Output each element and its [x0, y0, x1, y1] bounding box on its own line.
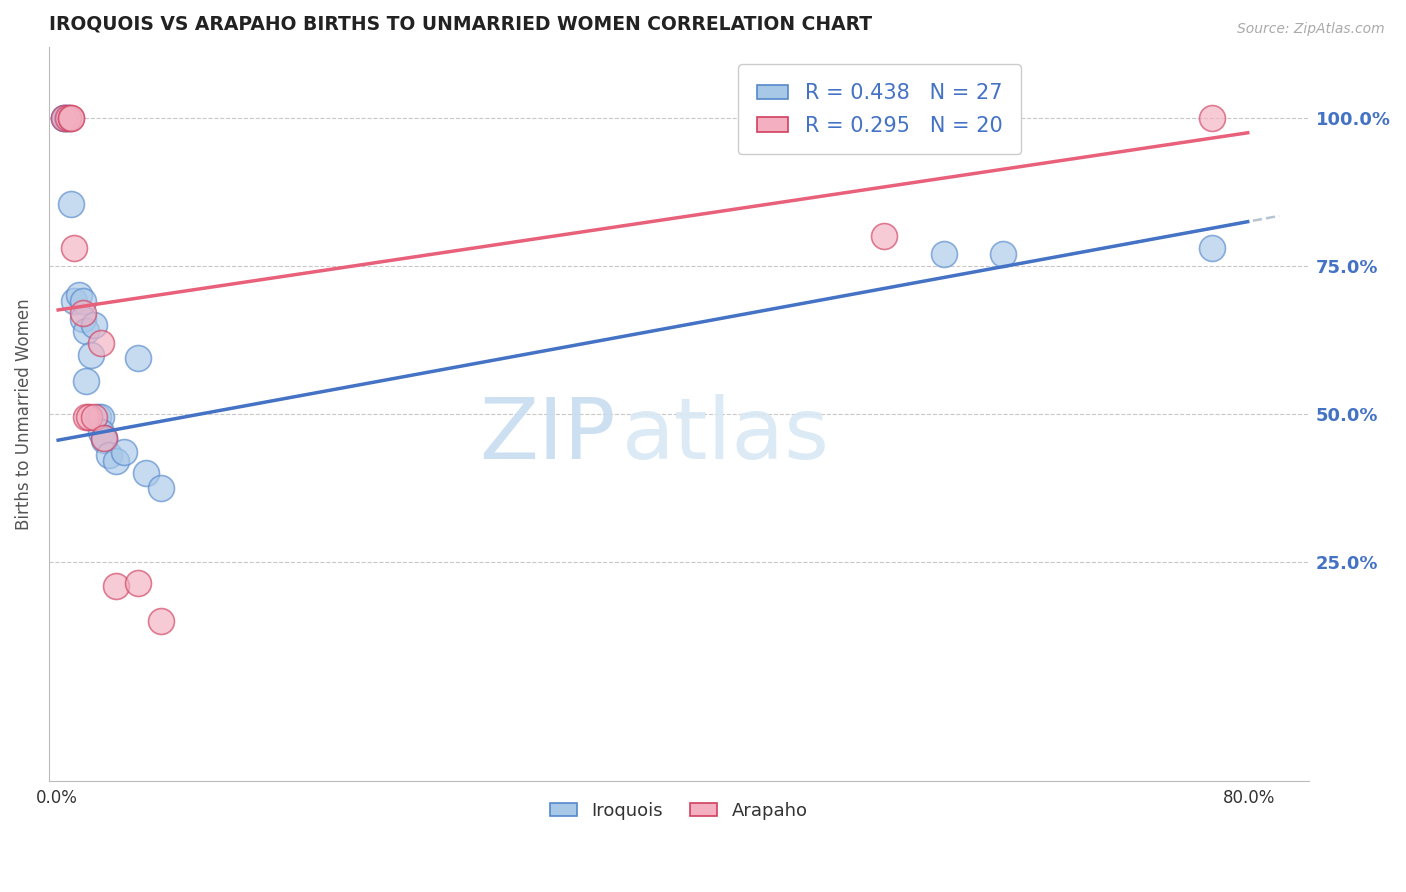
Point	[149, 614, 172, 628]
Point	[873, 229, 896, 244]
Point	[93, 430, 115, 444]
Point	[60, 111, 83, 125]
Point	[52, 111, 75, 125]
Point	[135, 466, 157, 480]
Point	[83, 318, 105, 332]
Point	[75, 324, 97, 338]
Point	[75, 374, 97, 388]
Point	[105, 578, 128, 592]
Point	[93, 434, 115, 448]
Point	[72, 312, 94, 326]
Text: atlas: atlas	[623, 394, 831, 477]
Point	[149, 481, 172, 495]
Text: IROQUOIS VS ARAPAHO BIRTHS TO UNMARRIED WOMEN CORRELATION CHART: IROQUOIS VS ARAPAHO BIRTHS TO UNMARRIED …	[49, 15, 872, 34]
Point	[72, 306, 94, 320]
Point	[105, 454, 128, 468]
Point	[97, 448, 120, 462]
Point	[80, 348, 103, 362]
Point	[60, 111, 83, 125]
Text: Source: ZipAtlas.com: Source: ZipAtlas.com	[1237, 22, 1385, 37]
Point	[993, 247, 1015, 261]
Point	[87, 409, 110, 424]
Point	[67, 288, 90, 302]
Point	[63, 241, 86, 255]
Point	[1201, 241, 1223, 255]
Point	[72, 294, 94, 309]
Point	[52, 111, 75, 125]
Point	[90, 409, 112, 424]
Point	[127, 575, 149, 590]
Y-axis label: Births to Unmarried Women: Births to Unmarried Women	[15, 298, 32, 530]
Point	[83, 409, 105, 424]
Point	[90, 425, 112, 439]
Point	[932, 247, 955, 261]
Point	[90, 335, 112, 350]
Point	[112, 445, 135, 459]
Point	[77, 409, 100, 424]
Point	[93, 430, 115, 444]
Point	[63, 294, 86, 309]
Point	[60, 196, 83, 211]
Point	[127, 351, 149, 365]
Point	[52, 111, 75, 125]
Text: ZIP: ZIP	[479, 394, 616, 477]
Point	[58, 111, 80, 125]
Point	[56, 111, 79, 125]
Point	[58, 111, 80, 125]
Point	[1201, 111, 1223, 125]
Point	[75, 409, 97, 424]
Legend: Iroquois, Arapaho: Iroquois, Arapaho	[543, 795, 815, 827]
